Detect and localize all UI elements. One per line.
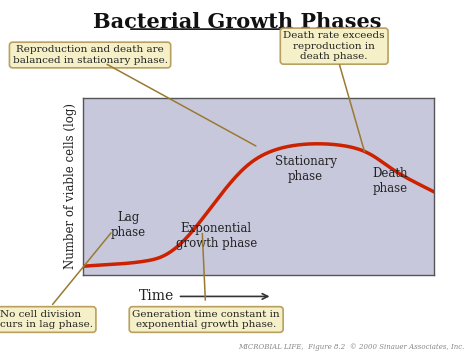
Text: Generation time constant in
exponential growth phase.: Generation time constant in exponential … bbox=[132, 310, 280, 329]
Text: Lag
phase: Lag phase bbox=[111, 212, 146, 239]
Text: Reproduction and death are
balanced in stationary phase.: Reproduction and death are balanced in s… bbox=[12, 45, 168, 65]
Text: Time: Time bbox=[138, 289, 174, 304]
Text: Exponential
growth phase: Exponential growth phase bbox=[175, 222, 257, 250]
Y-axis label: Number of viable cells (log): Number of viable cells (log) bbox=[64, 103, 77, 269]
Text: Death
phase: Death phase bbox=[372, 167, 408, 195]
Text: MICROBIAL LIFE,  Figure 8.2  © 2000 Sinauer Associates, Inc.: MICROBIAL LIFE, Figure 8.2 © 2000 Sinaue… bbox=[238, 343, 465, 351]
Text: Bacterial Growth Phases: Bacterial Growth Phases bbox=[93, 12, 381, 32]
Text: No cell division
occurs in lag phase.: No cell division occurs in lag phase. bbox=[0, 310, 93, 329]
Text: Death rate exceeds
reproduction in
death phase.: Death rate exceeds reproduction in death… bbox=[283, 31, 385, 61]
Text: Stationary
phase: Stationary phase bbox=[274, 155, 337, 182]
